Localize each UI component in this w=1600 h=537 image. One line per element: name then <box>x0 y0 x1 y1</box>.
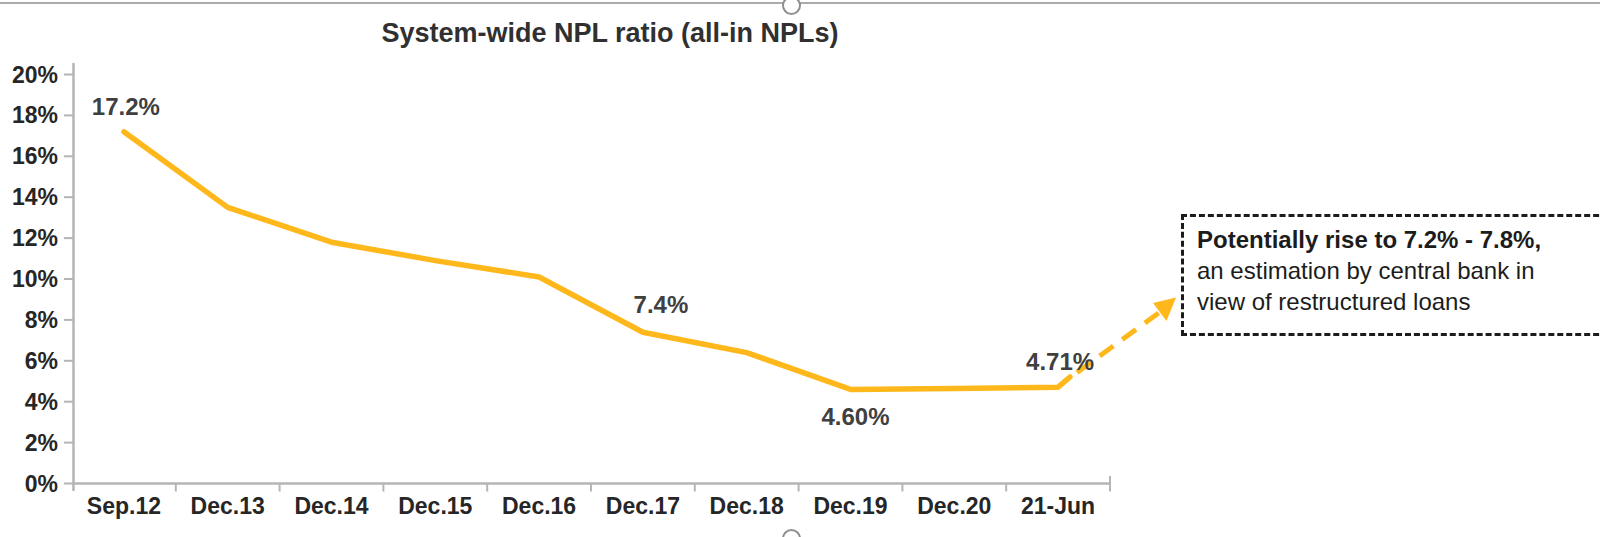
slide-canvas: System-wide NPL ratio (all-in NPLs) 20%1… <box>0 0 1600 537</box>
x-tick-label: 21-Jun <box>1021 493 1095 519</box>
y-tick-label: 8% <box>25 307 58 333</box>
y-tick-label: 0% <box>25 471 58 497</box>
x-tick-label: Dec.17 <box>606 493 680 519</box>
y-tick-label: 16% <box>12 143 58 169</box>
x-tick-label: Dec.13 <box>191 493 265 519</box>
y-tick-label: 6% <box>25 348 58 374</box>
annotation-line-1: Potentially rise to 7.2% - 7.8%, <box>1197 224 1600 255</box>
annotation-line-2: an estimation by central bank in <box>1197 255 1600 286</box>
annotation-line-3: view of restructured loans <box>1197 286 1600 317</box>
data-label: 4.60% <box>821 403 889 430</box>
x-tick-label: Dec.19 <box>813 493 887 519</box>
npl-ratio-line <box>124 132 1070 390</box>
x-tick-label: Dec.15 <box>398 493 472 519</box>
data-label: 4.71% <box>1026 348 1094 375</box>
x-tick-label: Dec.16 <box>502 493 576 519</box>
y-tick-label: 2% <box>25 430 58 456</box>
x-tick-label: Dec.20 <box>917 493 991 519</box>
annotation-box: Potentially rise to 7.2% - 7.8%, an esti… <box>1181 214 1600 336</box>
y-tick-label: 14% <box>12 184 58 210</box>
data-label: 7.4% <box>634 291 689 318</box>
x-tick-label: Sep.12 <box>87 493 161 519</box>
y-tick-label: 18% <box>12 102 58 128</box>
y-tick-label: 4% <box>25 389 58 415</box>
x-tick-label: Dec.18 <box>710 493 784 519</box>
y-tick-label: 10% <box>12 266 58 292</box>
y-tick-label: 12% <box>12 225 58 251</box>
x-tick-label: Dec.14 <box>294 493 368 519</box>
y-tick-label: 20% <box>12 62 58 88</box>
data-label: 17.2% <box>92 93 160 120</box>
